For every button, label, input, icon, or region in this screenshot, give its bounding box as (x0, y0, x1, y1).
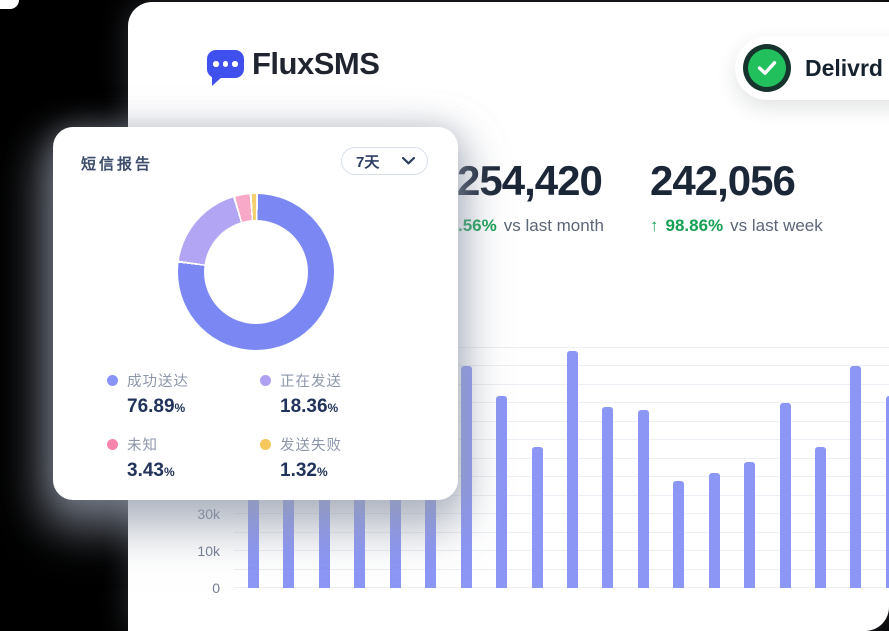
y-axis-tick: 0 (212, 580, 220, 596)
gridline (234, 457, 889, 459)
bar (744, 462, 756, 588)
delta-value: 98.86% (665, 216, 724, 235)
brand-wordmark: FluxSMS (252, 46, 380, 81)
legend-item-delivered: 成功送达 76.89% (107, 370, 257, 418)
chevron-down-icon (402, 157, 415, 165)
delta-label: vs last month (503, 216, 604, 235)
legend-label: 成功送达 (127, 373, 189, 390)
bar (602, 406, 614, 588)
gridline (234, 494, 889, 496)
bar (815, 447, 827, 588)
gridline (234, 513, 889, 514)
background-card-corner (0, 0, 19, 9)
up-arrow-icon: ↑ (650, 216, 659, 235)
legend-label: 未知 (127, 437, 158, 454)
check-ring (743, 44, 791, 92)
y-axis-tick: 10k (197, 543, 220, 559)
bar (673, 480, 685, 588)
delivered-label: Delivrd (805, 54, 883, 81)
legend-dot (107, 438, 118, 450)
gridline (234, 439, 889, 440)
legend-dot (107, 374, 118, 386)
legend-dot (260, 438, 271, 450)
checkmark-icon (757, 61, 777, 75)
delta-label: vs last week (730, 216, 823, 235)
legend-dot (260, 374, 271, 386)
bar (531, 447, 543, 588)
legend-label: 正在发送 (280, 373, 342, 390)
legend-value: 18.36% (280, 396, 339, 417)
delta-value: .56% (458, 216, 497, 235)
bar (885, 395, 889, 588)
gridline (234, 365, 889, 366)
stat-total-sent: 254,420 (457, 157, 603, 204)
date-range-dropdown[interactable]: 7天 (341, 147, 428, 175)
check-circle-icon (748, 49, 786, 87)
gridline (234, 346, 889, 348)
legend-value: 76.89% (127, 396, 186, 417)
gridline (234, 550, 889, 551)
bar (496, 395, 508, 588)
bar (779, 403, 791, 588)
stat-total-sent-delta: .56% vs last month (458, 216, 604, 236)
legend-label: 发送失败 (280, 437, 342, 454)
gridline (234, 383, 889, 385)
legend-item-unknown: 未知 3.43% (107, 434, 257, 482)
chat-bubble-icon (207, 50, 244, 86)
bar (566, 351, 578, 588)
y-axis-tick: 30k (197, 506, 220, 522)
sms-report-card: 短信报告 7天 成功送达 76.89% 正在发送 18.36% (53, 127, 458, 500)
gridline (234, 531, 889, 533)
legend-value: 1.32% (280, 460, 328, 481)
legend-value: 3.43% (127, 460, 175, 481)
gridline (234, 587, 889, 588)
bar (460, 366, 472, 588)
bubble-dot (232, 61, 238, 67)
legend-item-failed: 发送失败 1.32% (260, 434, 410, 482)
gridline (234, 420, 889, 422)
gridline (234, 402, 889, 403)
delivered-status-badge[interactable]: Delivrd (735, 36, 889, 100)
bar (708, 473, 720, 588)
bubble-dot (222, 61, 229, 67)
bubble-dot (213, 61, 219, 67)
donut-chart (178, 194, 334, 350)
date-range-value: 7天 (356, 153, 380, 171)
gridline (234, 568, 889, 570)
stat-delivered: 242,056 (650, 157, 796, 204)
legend-item-sending: 正在发送 18.36% (260, 370, 410, 418)
bar (637, 410, 649, 588)
report-title: 短信报告 (81, 156, 154, 173)
stat-delivered-delta: ↑ 98.86% vs last week (650, 216, 823, 236)
bar (850, 366, 862, 588)
gridline (234, 476, 889, 477)
